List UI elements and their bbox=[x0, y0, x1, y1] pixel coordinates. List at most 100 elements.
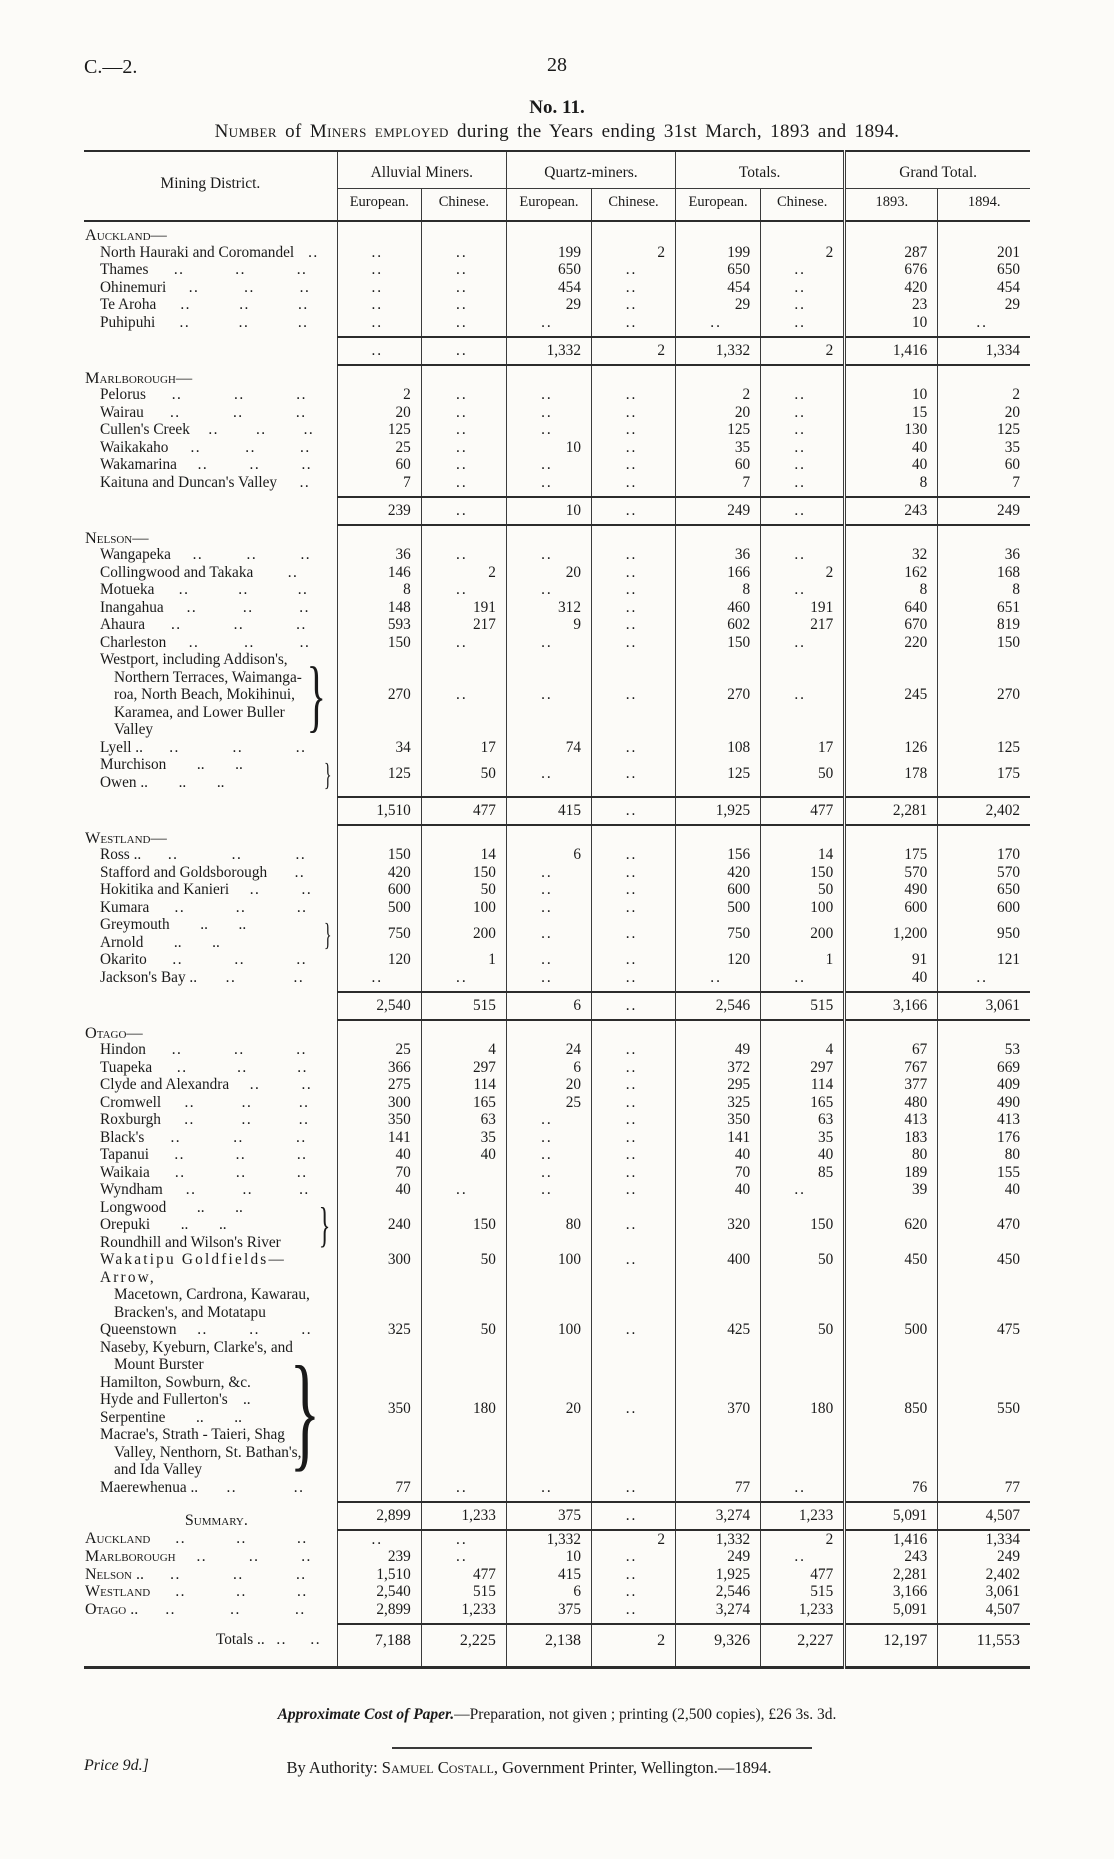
district-name-line: Wakatipu Goldfields—Arrow, bbox=[100, 1251, 286, 1286]
value-cell: 67 bbox=[843, 1041, 938, 1059]
value-cell: .. bbox=[760, 278, 845, 296]
value-cell: 676 bbox=[843, 261, 938, 279]
value-cell: .. bbox=[505, 916, 592, 951]
value-cell bbox=[843, 1019, 938, 1041]
value-cell: 120 bbox=[675, 951, 761, 969]
value-cell: .. bbox=[760, 473, 845, 491]
leader-dots: .. bbox=[299, 1181, 310, 1198]
value-cell: .. bbox=[590, 1565, 676, 1583]
leader-dots: .. bbox=[197, 456, 209, 473]
spacer-cell bbox=[843, 1496, 938, 1502]
district-cell: Cullen's Creek...... bbox=[84, 421, 337, 439]
value-cell: .. bbox=[336, 313, 422, 331]
value-cell: .. bbox=[590, 1478, 676, 1496]
totals-row: Totals ...... 7,188 2,225 2,138 2 9,326 2,227 1… bbox=[84, 1623, 1030, 1653]
value-cell: 49 bbox=[675, 1041, 761, 1059]
leader-dots: .. bbox=[230, 1600, 241, 1618]
leader-dots: .. bbox=[170, 1565, 181, 1583]
spacer-cell bbox=[505, 791, 592, 797]
spacer-row bbox=[84, 491, 1030, 497]
value-cell: 2,540 bbox=[336, 1583, 422, 1601]
value-cell: 2 bbox=[760, 563, 845, 581]
value-cell: 415 bbox=[505, 1565, 592, 1583]
value-cell: .. bbox=[590, 846, 676, 864]
value-cell: 249 bbox=[675, 1548, 761, 1566]
spacer-cell bbox=[336, 1652, 422, 1667]
value-cell: 168 bbox=[937, 563, 1030, 581]
value-cell: 17 bbox=[760, 738, 845, 756]
col-subheader: Chinese. bbox=[420, 188, 507, 222]
district-name: Wairau bbox=[100, 403, 144, 421]
leader-dots: .. bbox=[170, 1128, 182, 1146]
value-cell: 6 bbox=[505, 1583, 592, 1601]
leader-dots: .. bbox=[234, 1041, 245, 1058]
value-cell: 4 bbox=[760, 1041, 845, 1059]
summary-row: Westland...... 2,540 515 6.. 2,546 515 3,166 3,… bbox=[84, 1583, 1030, 1601]
district-cell: Cromwell...... bbox=[84, 1094, 337, 1112]
district-name: Ross .. bbox=[100, 846, 142, 863]
value-cell: 240 bbox=[336, 1198, 422, 1251]
section-header-row: Auckland— bbox=[84, 221, 1030, 244]
value-cell: .. bbox=[675, 968, 761, 986]
value-cell: 669 bbox=[937, 1058, 1030, 1076]
value-cell: 217 bbox=[760, 616, 845, 634]
value-cell: 35 bbox=[675, 438, 761, 456]
col-subheader: Chinese. bbox=[590, 188, 676, 222]
spacer-cell bbox=[420, 491, 507, 497]
col-subheader: European. bbox=[505, 188, 592, 222]
district-name-line: Macrae's, Strath - Taieri, Shag bbox=[100, 1426, 285, 1443]
value-cell: 1,925 bbox=[675, 1565, 761, 1583]
leader-dots: .. bbox=[295, 738, 307, 756]
leader-dots: .. bbox=[197, 1321, 208, 1338]
value-cell: .. bbox=[505, 403, 592, 421]
district-name: Jackson's Bay .. bbox=[100, 968, 198, 986]
spacer-cell bbox=[937, 331, 1030, 337]
value-cell bbox=[760, 364, 845, 386]
value-cell: 2,281 bbox=[843, 1565, 938, 1583]
value-cell: 50 bbox=[760, 1251, 845, 1321]
district-label: Te Aroha...... bbox=[100, 296, 333, 314]
district-name-line: Bracken's, and Motatapu bbox=[114, 1303, 266, 1321]
value-cell bbox=[505, 524, 592, 546]
value-cell: 651 bbox=[937, 598, 1030, 616]
subtotal-cell: 1,334 bbox=[937, 336, 1030, 366]
value-cell: 50 bbox=[420, 756, 507, 791]
value-cell: .. bbox=[505, 863, 592, 881]
value-cell: 20 bbox=[675, 403, 761, 421]
section-name: Westland— bbox=[85, 827, 167, 847]
spacer-cell bbox=[505, 331, 592, 337]
district-label: Wakamarina...... bbox=[100, 456, 333, 474]
value-cell: .. bbox=[420, 296, 507, 314]
value-cell: .. bbox=[590, 261, 676, 279]
district-cell bbox=[84, 337, 337, 365]
district-name: Hindon bbox=[100, 1041, 146, 1058]
value-cell: 4,507 bbox=[937, 1600, 1030, 1618]
col-group-header: Grand Total. bbox=[843, 151, 1030, 189]
leader-dots: .. bbox=[299, 598, 310, 616]
summary-row: Otago ........ 2,899 1,233 375.. 3,274 1,233 5… bbox=[84, 1600, 1030, 1618]
district-name-line: Hamilton, Sowburn, &c. bbox=[100, 1373, 251, 1391]
district-cell: Marlborough...... bbox=[84, 1548, 337, 1566]
district-cell: Westport, including Addison's, Northern T… bbox=[84, 651, 337, 739]
value-cell: 1,510 bbox=[336, 1565, 422, 1583]
cost-note-label: Approximate Cost of Paper. bbox=[277, 1706, 455, 1723]
totals-cell: 9,326 bbox=[675, 1623, 761, 1653]
value-cell: .. bbox=[420, 243, 507, 261]
value-cell: .. bbox=[590, 1198, 676, 1251]
value-cell: 366 bbox=[336, 1058, 422, 1076]
brace-glyph: } bbox=[306, 650, 327, 740]
district-name: Marlborough bbox=[85, 1548, 176, 1565]
table-row: Pelorus...... 2...... 2.. 10 2 bbox=[84, 386, 1030, 404]
value-cell: 550 bbox=[937, 1338, 1030, 1479]
district-name: Ahaura bbox=[100, 616, 146, 633]
section-header-row: Westland— bbox=[84, 824, 1030, 847]
value-cell: 70 bbox=[336, 1163, 422, 1181]
value-cell: 35 bbox=[760, 1128, 845, 1146]
value-cell: .. bbox=[336, 1529, 422, 1548]
leader-dots: .. bbox=[301, 456, 313, 473]
value-cell: 126 bbox=[843, 738, 938, 756]
district-cell: North Hauraki and Coromandel.. bbox=[84, 244, 337, 262]
spacer-row bbox=[84, 331, 1030, 337]
district-cell: Wakamarina...... bbox=[84, 456, 337, 474]
value-cell: 23 bbox=[843, 296, 938, 314]
